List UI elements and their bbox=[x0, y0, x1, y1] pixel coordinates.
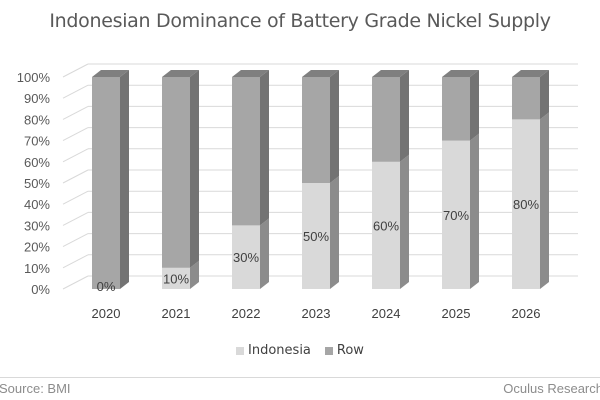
legend-item-row[interactable]: Row bbox=[324, 343, 364, 358]
data-label-indonesia: 60% bbox=[373, 218, 399, 233]
segment-indonesia bbox=[302, 183, 330, 289]
x-tick-label: 2024 bbox=[372, 306, 401, 321]
legend-label-indonesia: Indonesia bbox=[248, 343, 311, 358]
bar-2026[interactable]: 80% bbox=[512, 70, 549, 290]
x-tick-label: 2022 bbox=[232, 306, 261, 321]
segment-row bbox=[232, 77, 260, 226]
segment-row bbox=[512, 77, 540, 120]
segment-indonesia bbox=[512, 119, 540, 290]
segment-row bbox=[442, 77, 470, 141]
data-label-indonesia: 70% bbox=[443, 208, 469, 223]
y-tick-label: 40% bbox=[24, 197, 50, 212]
data-label-indonesia: 50% bbox=[303, 229, 329, 244]
x-tick-label: 2025 bbox=[442, 306, 471, 321]
data-label-indonesia: 10% bbox=[163, 271, 189, 286]
y-tick-label: 50% bbox=[24, 176, 50, 191]
y-tick-label: 0% bbox=[31, 282, 50, 297]
credit-note: Oculus Research bbox=[503, 381, 600, 396]
source-note: Source: BMI bbox=[0, 381, 71, 396]
segment-row bbox=[302, 77, 330, 183]
legend-label-row: Row bbox=[336, 343, 364, 358]
legend-swatch-row bbox=[324, 346, 333, 355]
legend-swatch-indonesia bbox=[236, 346, 245, 355]
legend-item-indonesia[interactable]: Indonesia bbox=[236, 343, 311, 358]
segment-row bbox=[372, 77, 400, 162]
bar-2021[interactable]: 10% bbox=[162, 70, 199, 289]
segment-indonesia bbox=[372, 161, 400, 289]
bar-2025[interactable]: 70% bbox=[442, 70, 479, 289]
bar-2024[interactable]: 60% bbox=[372, 70, 409, 289]
chart-plot-area: 0% 10% 20% 30% 40% 50% 60% 70% 80% 90% 100% 0% 2020 1… bbox=[17, 63, 578, 321]
bar-2020[interactable]: 0% bbox=[92, 70, 129, 294]
y-tick-label: 80% bbox=[24, 112, 50, 127]
segment-row bbox=[92, 77, 120, 289]
legend: Indonesia Row bbox=[0, 343, 600, 358]
bar-2023[interactable]: 50% bbox=[302, 70, 339, 289]
x-tick-label: 2021 bbox=[162, 306, 191, 321]
segment-indonesia bbox=[442, 140, 470, 289]
chart-title: Indonesian Dominance of Battery Grade Ni… bbox=[49, 10, 551, 32]
y-tick-label: 30% bbox=[24, 218, 50, 233]
segment-indonesia bbox=[162, 267, 190, 289]
y-tick-label: 70% bbox=[24, 134, 50, 149]
segment-indonesia bbox=[232, 225, 260, 289]
bar-2022[interactable]: 30% bbox=[232, 70, 269, 289]
x-tick-label: 2026 bbox=[512, 306, 541, 321]
data-label-indonesia: 0% bbox=[97, 279, 116, 294]
data-label-indonesia: 30% bbox=[233, 250, 259, 265]
y-tick-label: 90% bbox=[24, 91, 50, 106]
x-tick-label: 2020 bbox=[92, 306, 121, 321]
x-tick-label: 2023 bbox=[302, 306, 331, 321]
segment-row bbox=[162, 77, 190, 268]
data-label-indonesia: 80% bbox=[513, 197, 539, 212]
footer-divider bbox=[0, 377, 600, 378]
y-tick-label: 20% bbox=[24, 240, 50, 255]
y-tick-label: 100% bbox=[17, 70, 51, 85]
y-tick-label: 60% bbox=[24, 155, 50, 170]
y-tick-label: 10% bbox=[24, 261, 50, 276]
